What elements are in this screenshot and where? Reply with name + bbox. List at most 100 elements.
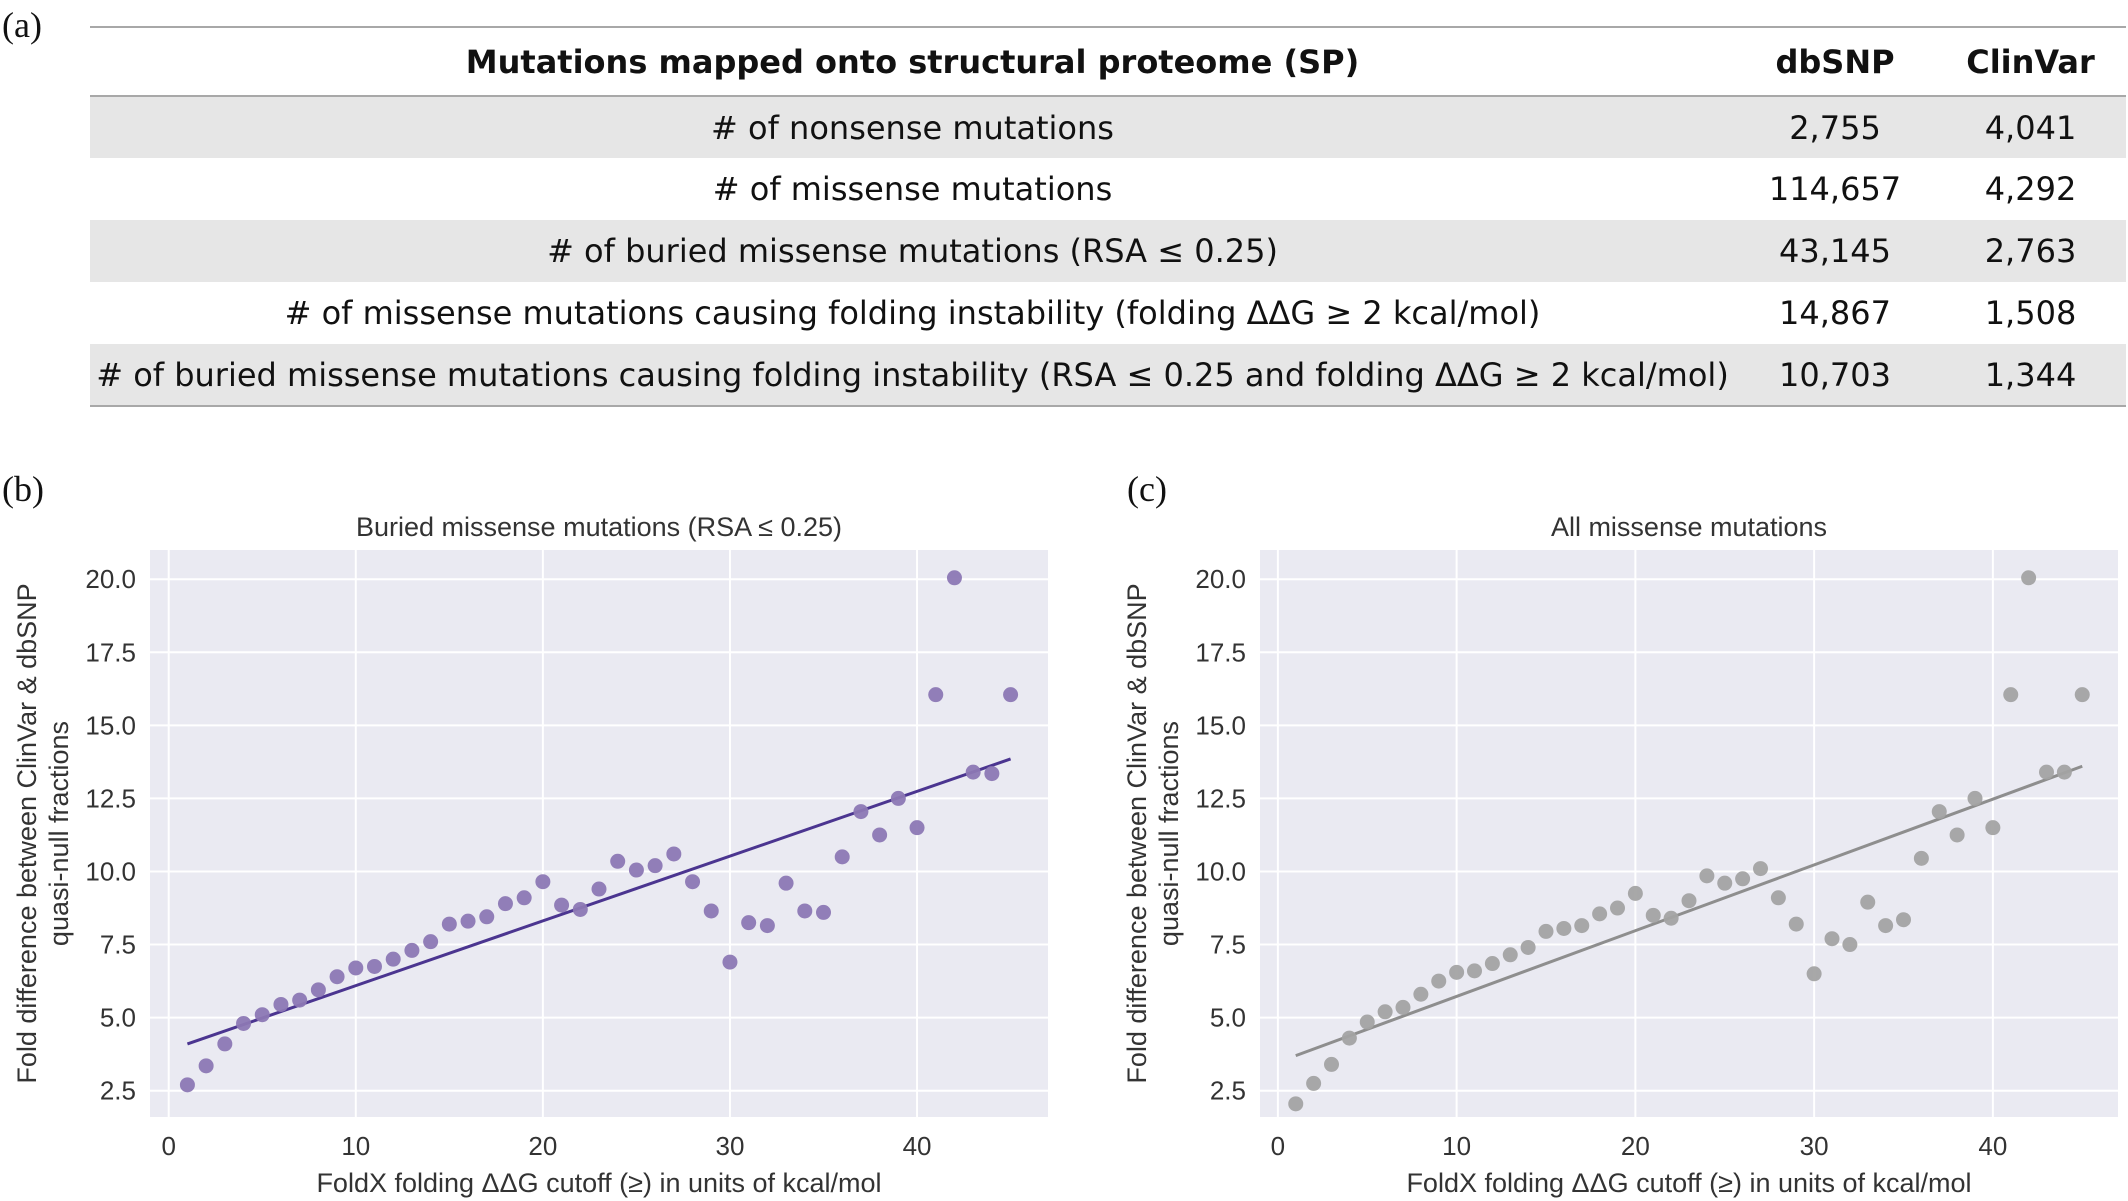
data-point xyxy=(2021,570,2037,586)
x-tick-label: 30 xyxy=(1800,1131,1829,1161)
data-point xyxy=(1556,920,1572,936)
data-point xyxy=(1467,963,1482,979)
table-header-dbsnp: dbSNP xyxy=(1775,42,1895,81)
data-point xyxy=(1413,986,1429,1002)
row-label: # of buried missense mutations (RSA ≤ 0.… xyxy=(547,232,1278,270)
x-tick-label: 20 xyxy=(528,1131,557,1161)
y-tick-label: 2.5 xyxy=(100,1076,136,1106)
data-point xyxy=(685,874,701,890)
data-point xyxy=(946,570,962,586)
row-label: # of missense mutations xyxy=(712,170,1113,208)
data-point xyxy=(872,827,888,843)
chart-title: All missense mutations xyxy=(1551,512,1827,542)
row-clinvar-value: 4,041 xyxy=(1984,108,2077,147)
x-tick-label: 0 xyxy=(161,1131,175,1161)
data-point xyxy=(1574,918,1590,934)
row-dbsnp-value: 2,755 xyxy=(1789,108,1881,147)
y-tick-label: 5.0 xyxy=(1210,1003,1246,1033)
y-axis-label-line1: Fold difference between ClinVar & dbSNP xyxy=(12,583,42,1083)
x-tick-label: 20 xyxy=(1621,1131,1650,1161)
data-point xyxy=(217,1036,233,1052)
y-tick-label: 17.5 xyxy=(85,637,136,667)
y-tick-label: 20.0 xyxy=(1195,564,1246,594)
data-point xyxy=(722,954,738,970)
x-tick-label: 30 xyxy=(715,1131,744,1161)
data-point xyxy=(460,913,476,929)
data-point xyxy=(554,897,570,913)
data-point xyxy=(1931,804,1947,820)
data-point xyxy=(1306,1075,1322,1091)
chart-title: Buried missense mutations (RSA ≤ 0.25) xyxy=(356,512,842,542)
table-row: # of buried missense mutations causing f… xyxy=(90,344,2126,406)
x-tick-label: 40 xyxy=(903,1131,932,1161)
data-point xyxy=(610,853,626,869)
data-point xyxy=(928,687,944,703)
table-header-row: Mutations mapped onto structural proteom… xyxy=(90,27,2126,96)
data-point xyxy=(2056,764,2072,780)
y-axis-label-line1: Fold difference between ClinVar & dbSNP xyxy=(1122,583,1152,1083)
y-tick-label: 10.0 xyxy=(85,856,136,886)
data-point xyxy=(516,890,532,906)
data-point xyxy=(1896,912,1911,928)
table-header-clinvar: ClinVar xyxy=(1966,42,2095,81)
y-tick-label: 7.5 xyxy=(1210,930,1246,960)
data-point xyxy=(2003,687,2019,703)
data-point xyxy=(890,790,906,806)
data-point xyxy=(1788,916,1804,932)
data-point xyxy=(1753,861,1768,877)
y-tick-label: 7.5 xyxy=(100,930,136,960)
y-tick-label: 2.5 xyxy=(1210,1076,1246,1106)
data-point xyxy=(1735,871,1751,887)
data-point xyxy=(1699,868,1715,884)
data-point xyxy=(1431,973,1447,989)
y-tick-label: 10.0 xyxy=(1195,856,1246,886)
data-point xyxy=(1824,931,1840,947)
row-clinvar-value: 2,763 xyxy=(1984,232,2077,270)
row-label: # of nonsense mutations xyxy=(711,108,1114,147)
data-point xyxy=(797,903,813,919)
data-point xyxy=(236,1015,252,1031)
plot-area xyxy=(1260,550,2118,1117)
data-point xyxy=(759,918,775,934)
y-tick-label: 20.0 xyxy=(85,564,136,594)
data-point xyxy=(1717,875,1733,891)
data-point xyxy=(535,874,551,890)
data-point xyxy=(273,996,289,1012)
row-dbsnp-value: 10,703 xyxy=(1779,355,1891,394)
y-tick-label: 15.0 xyxy=(85,710,136,740)
row-dbsnp-value: 43,145 xyxy=(1779,232,1891,270)
data-point xyxy=(1288,1096,1304,1112)
data-point xyxy=(1842,937,1858,953)
y-tick-label: 5.0 xyxy=(100,1003,136,1033)
data-point xyxy=(834,849,850,865)
all-missense-scatter-chart: 0 10 20 30 40 2.5 5.0 7.5 10.0 12.5 15.0 17.5 20.0 Al… xyxy=(1122,512,2118,1198)
regression-line xyxy=(186,757,1012,1046)
data-point xyxy=(1502,947,1518,963)
data-point xyxy=(423,934,439,950)
table-row: # of missense mutations causing folding … xyxy=(90,282,2126,344)
panel-label-b: (b) xyxy=(2,469,44,509)
data-point xyxy=(404,942,420,958)
data-point xyxy=(385,951,401,967)
row-dbsnp-value: 114,657 xyxy=(1768,170,1902,208)
data-point xyxy=(1003,687,1019,703)
row-clinvar-value: 1,508 xyxy=(1984,294,2077,332)
data-point xyxy=(1592,906,1608,922)
data-point xyxy=(984,766,1000,782)
data-point xyxy=(1967,790,1983,806)
data-point xyxy=(628,862,644,878)
buried-missense-scatter-chart: 0 10 20 30 40 2.5 5.0 7.5 10.0 12.5 15.0 17.5 20.0 Bu… xyxy=(12,512,1048,1198)
data-point xyxy=(479,909,495,925)
data-point xyxy=(741,915,757,931)
data-point xyxy=(1627,885,1643,901)
data-point xyxy=(1645,907,1661,923)
table-row: # of missense mutations 114,657 4,292 xyxy=(90,158,2126,220)
x-tick-label: 0 xyxy=(1271,1131,1285,1161)
data-point xyxy=(703,903,719,919)
data-point xyxy=(1806,966,1822,982)
data-point xyxy=(1341,1030,1357,1046)
panel-label-c: (c) xyxy=(1127,469,1167,509)
data-point xyxy=(778,875,794,891)
regression-line xyxy=(1295,764,2083,1058)
data-point xyxy=(2039,764,2054,780)
